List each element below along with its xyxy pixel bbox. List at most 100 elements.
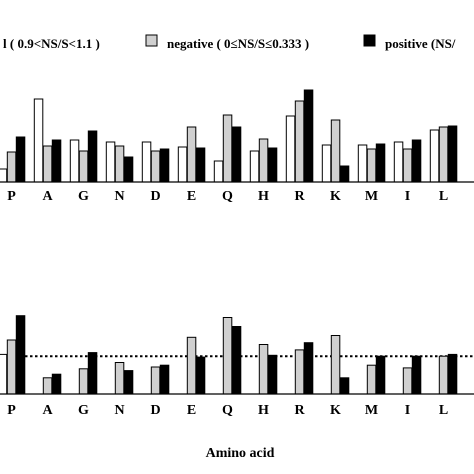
bottom-category-label-H: H: [258, 403, 269, 418]
top-category-label-M: M: [365, 189, 378, 204]
top-bar-K-negative: [330, 119, 341, 183]
bottom-bar-G-positive: [87, 352, 98, 395]
top-bar-L-negative: [438, 126, 449, 183]
top-bar-P-positive: [15, 136, 26, 183]
top-category-label-A: A: [42, 189, 53, 204]
top-category-label-H: H: [258, 189, 269, 204]
bottom-bar-N-positive: [123, 370, 134, 395]
top-bar-D-negative: [150, 150, 161, 183]
top-bar-N-positive: [123, 156, 134, 183]
bottom-bar-Q-positive: [231, 326, 242, 395]
top-bar-H-negative: [258, 138, 269, 183]
top-bar-R-positive: [303, 89, 314, 183]
legend-label-neutral: l ( 0.9<NS/S<1.1 ): [3, 36, 100, 51]
bottom-bar-R-negative: [294, 349, 305, 395]
bottom-category-label-A: A: [42, 403, 53, 418]
top-bar-I-positive: [411, 139, 422, 183]
bottom-bar-E-negative: [186, 336, 197, 395]
top-bar-A-positive: [51, 139, 62, 183]
top-category-label-K: K: [330, 189, 341, 204]
top-bar-N-negative: [114, 145, 125, 183]
top-category-label-P: P: [7, 189, 16, 204]
top-category-label-R: R: [294, 189, 305, 204]
top-bar-K-positive: [339, 165, 350, 183]
top-bar-Q-negative: [222, 114, 233, 183]
bottom-category-label-N: N: [114, 403, 124, 418]
top-category-label-N: N: [114, 189, 124, 204]
bottom-category-label-G: G: [78, 403, 89, 418]
bottom-bar-I-positive: [411, 355, 422, 395]
bottom-panel-bars: [0, 315, 458, 395]
bottom-bar-D-negative: [150, 366, 161, 395]
top-bar-P-negative: [6, 151, 17, 183]
top-category-label-Q: Q: [222, 189, 233, 204]
top-bar-G-positive: [87, 130, 98, 183]
bottom-bar-A-negative: [42, 377, 53, 395]
top-bar-H-neutral: [249, 150, 260, 183]
legend-label-positive: positive (NS/: [385, 36, 456, 51]
top-bar-I-negative: [402, 148, 413, 183]
bottom-category-label-P: P: [7, 403, 16, 418]
top-bar-M-negative: [366, 148, 377, 183]
bottom-bar-A-positive: [51, 373, 62, 395]
top-bar-G-negative: [78, 150, 89, 183]
bottom-bar-P-positive: [15, 315, 26, 395]
legend-label-negative: negative ( 0≤NS/S≤0.333 ): [167, 36, 309, 51]
top-category-label-G: G: [78, 189, 89, 204]
bottom-category-label-M: M: [365, 403, 378, 418]
bottom-bar-I-negative: [402, 367, 413, 395]
bottom-bar-G-negative: [78, 368, 89, 395]
top-bar-Q-neutral: [213, 160, 224, 183]
bottom-category-label-L: L: [439, 403, 448, 418]
bottom-bar-K-positive: [339, 377, 350, 395]
top-category-label-E: E: [187, 189, 196, 204]
top-bar-H-positive: [267, 147, 278, 183]
bottom-category-label-E: E: [187, 403, 196, 418]
top-bar-A-neutral: [33, 98, 44, 183]
bottom-bar-H-negative: [258, 344, 269, 395]
top-bar-A-negative: [42, 145, 53, 183]
legend-swatch-negative: [145, 34, 158, 47]
bottom-bar-R-positive: [303, 342, 314, 395]
top-bar-D-positive: [159, 148, 170, 183]
bottom-category-label-K: K: [330, 403, 341, 418]
top-bar-D-neutral: [141, 141, 152, 183]
top-bar-E-neutral: [177, 146, 188, 183]
bottom-bar-N-negative: [114, 362, 125, 395]
top-bar-E-negative: [186, 126, 197, 183]
bottom-category-label-I: I: [405, 403, 410, 418]
bottom-bar-L-negative: [438, 355, 449, 395]
x-axis-title: Amino acid: [206, 446, 275, 461]
top-bar-I-neutral: [393, 141, 404, 183]
bottom-bar-H-positive: [267, 354, 278, 395]
top-bar-M-positive: [375, 143, 386, 183]
bottom-bar-Q-negative: [222, 317, 233, 395]
top-bar-E-positive: [195, 147, 206, 183]
top-bar-N-neutral: [105, 141, 116, 183]
top-bar-P-neutral: [0, 168, 8, 183]
bottom-bar-D-positive: [159, 364, 170, 395]
top-bar-R-neutral: [285, 115, 296, 183]
top-bar-L-positive: [447, 125, 458, 183]
top-bar-G-neutral: [69, 139, 80, 183]
bottom-bar-P-neutral: [0, 353, 8, 395]
bottom-bar-E-positive: [195, 356, 206, 395]
top-category-label-L: L: [439, 189, 448, 204]
top-category-label-I: I: [405, 189, 410, 204]
bottom-bar-L-positive: [447, 353, 458, 395]
legend: l ( 0.9<NS/S<1.1 ) negative ( 0≤NS/S≤0.3…: [3, 34, 456, 51]
top-bar-L-neutral: [429, 129, 440, 183]
top-category-label-D: D: [150, 189, 160, 204]
bottom-bar-K-negative: [330, 335, 341, 395]
top-bar-R-negative: [294, 100, 305, 183]
top-bar-M-neutral: [357, 144, 368, 183]
legend-swatch-positive: [363, 34, 376, 47]
bottom-category-label-R: R: [294, 403, 305, 418]
top-panel-bars: [0, 89, 458, 183]
bottom-bar-M-positive: [375, 355, 386, 395]
bottom-bar-P-negative: [6, 339, 17, 395]
bottom-category-label-Q: Q: [222, 403, 233, 418]
